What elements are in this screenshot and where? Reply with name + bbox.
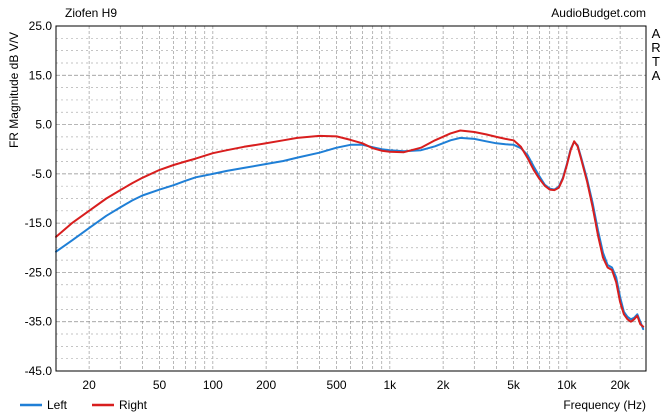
series-line-left [55, 136, 645, 331]
x-tick-label: 500 [327, 378, 347, 392]
y-tick-label: -25.0 [25, 265, 53, 279]
side-label-char: A [652, 26, 661, 41]
x-tick-label: 50 [153, 378, 167, 392]
legend: Left Right [20, 398, 148, 412]
side-label: A R T A [651, 26, 660, 83]
x-axis-label: Frequency (Hz) [563, 398, 646, 412]
x-tick-label: 1k [384, 378, 398, 392]
series-lines [55, 129, 645, 331]
series-line-right [55, 129, 645, 328]
y-axis-label: FR Magnitude dB V/V [7, 32, 21, 148]
x-tick-label: 20 [82, 378, 96, 392]
watermark-text: AudioBudget.com [551, 6, 646, 20]
x-tick-label: 20k [610, 378, 630, 392]
y-tick-label: -15.0 [25, 216, 53, 230]
x-tick-label: 100 [203, 378, 223, 392]
plot-frame [55, 25, 647, 372]
x-tick-labels: 20 50 100 200 500 1k 2k 5k 10k 20k [82, 378, 630, 392]
y-tick-label: -35.0 [25, 315, 53, 329]
side-label-char: T [652, 54, 660, 69]
side-label-char: A [652, 68, 661, 83]
x-tick-label: 200 [256, 378, 276, 392]
y-tick-labels: 25.0 15.0 5.0 -5.0 -15.0 -25.0 -35.0 -45.0 [25, 19, 53, 378]
x-tick-label: 2k [437, 378, 451, 392]
y-tick-label: 25.0 [29, 19, 53, 33]
y-tick-label: 5.0 [35, 118, 52, 132]
side-label-char: R [651, 40, 660, 55]
x-tick-label: 10k [557, 378, 577, 392]
y-tick-label: -5.0 [31, 167, 52, 181]
legend-label-left: Left [47, 398, 68, 412]
y-tick-label: -45.0 [25, 364, 53, 378]
x-tick-label: 5k [507, 378, 521, 392]
legend-label-right: Right [119, 398, 148, 412]
chart-title: Ziofen H9 [65, 6, 117, 20]
y-tick-label: 15.0 [29, 68, 53, 82]
